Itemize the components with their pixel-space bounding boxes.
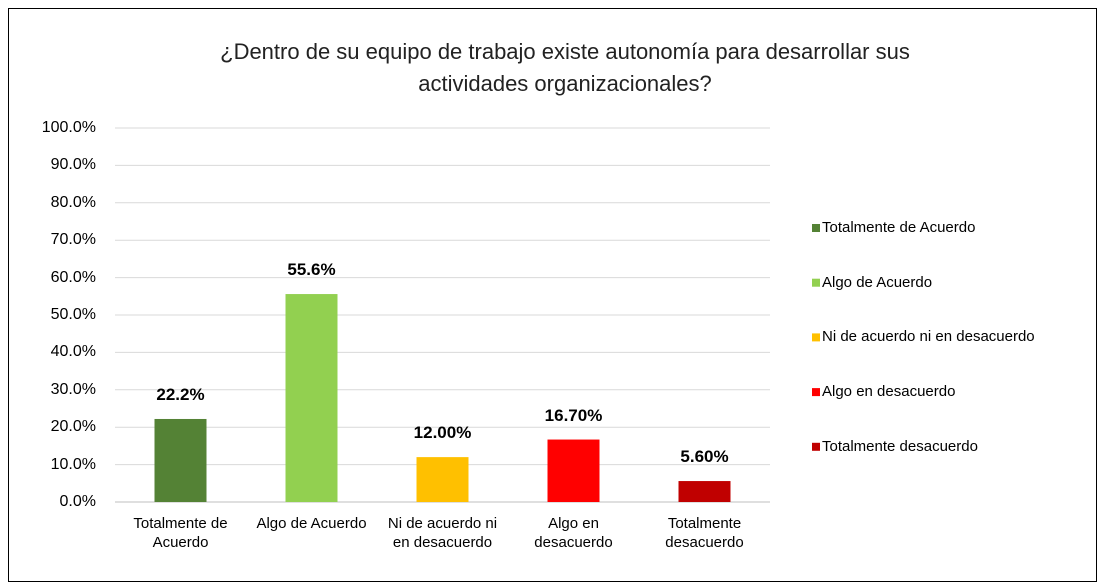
y-tick-label: 80.0%	[50, 193, 96, 211]
y-tick-label: 70.0%	[50, 231, 96, 249]
data-label: 16.70%	[544, 405, 603, 425]
x-tick-label: Algo de Acuerdo	[256, 515, 367, 532]
chart-frame	[8, 8, 1097, 582]
y-tick-label: 50.0%	[50, 306, 96, 323]
legend-swatch	[812, 442, 820, 451]
data-label: 55.6%	[287, 260, 336, 280]
legend-label: Algo de Acuerdo	[822, 273, 933, 291]
legend-swatch	[812, 388, 820, 397]
legend-swatch	[812, 224, 820, 232]
y-tick-label: 20.0%	[50, 418, 96, 436]
legend-label: Ni de acuerdo ni en desacuerdo	[822, 328, 1035, 346]
y-tick-label: 30.0%	[50, 380, 96, 398]
data-label: 5.60%	[680, 447, 729, 467]
chart-title: ¿Dentro de su equipo de trabajo existe a…	[220, 39, 910, 96]
y-tick-label: 60.0%	[50, 268, 96, 286]
legend-label: Totalmente de Acuerdo	[822, 219, 976, 236]
x-tick-label: Algo en desacuerdo	[534, 515, 613, 551]
data-label: 22.2%	[156, 384, 205, 404]
legend-label: Algo en desacuerdo	[822, 383, 956, 401]
y-tick-label: 0.0%	[59, 493, 96, 510]
legend-label: Totalmente desacuerdo	[822, 437, 978, 455]
bar	[547, 439, 600, 502]
bar	[416, 457, 469, 502]
data-label: 12.00%	[413, 423, 472, 443]
y-tick-label: 100.0%	[41, 119, 96, 136]
x-tick-label: Ni de acuerdo ni en desacuerdo	[387, 515, 498, 551]
bar	[678, 481, 731, 502]
bar	[154, 418, 207, 502]
x-tick-label: Totalmente desacuerdo	[665, 515, 744, 551]
y-tick-label: 10.0%	[50, 455, 96, 473]
bar	[285, 294, 338, 502]
x-tick-label: Totalmente de Acuerdo	[133, 515, 228, 551]
legend-swatch	[812, 278, 820, 287]
y-tick-label: 40.0%	[50, 343, 96, 361]
y-tick-label: 90.0%	[50, 156, 96, 174]
legend-swatch	[812, 333, 820, 342]
